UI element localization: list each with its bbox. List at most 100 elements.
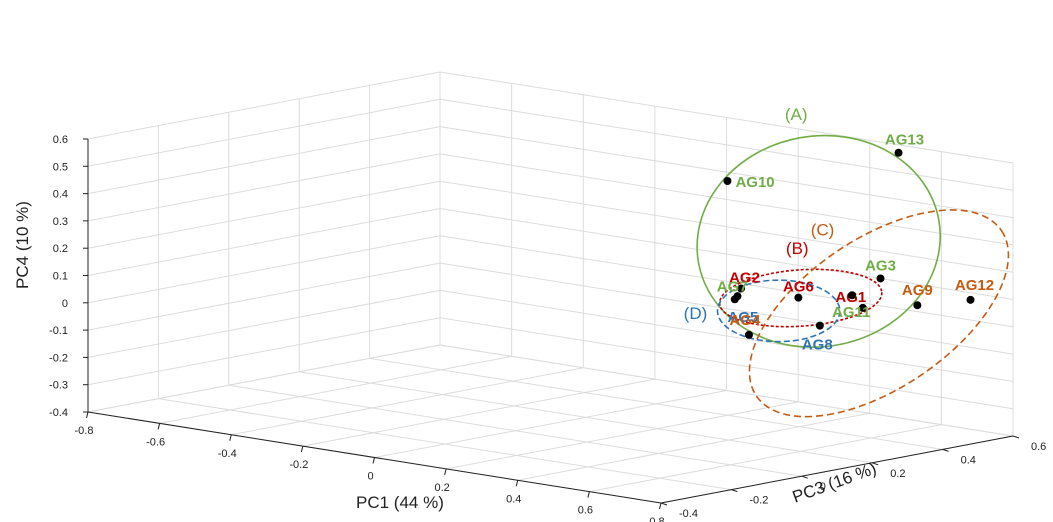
- z-tick-label: 0.2: [53, 243, 68, 255]
- z-tick-label: -0.2: [49, 352, 68, 364]
- grid-line: [439, 71, 1014, 164]
- y-tick-label: 0.6: [1031, 441, 1046, 453]
- grid-line: [87, 235, 441, 304]
- x-tick-mark: [515, 480, 519, 487]
- y-tick-mark: [1012, 435, 1020, 439]
- grid-line: [159, 355, 512, 424]
- grid-line: [439, 317, 1014, 410]
- x-tick-label: -0.2: [289, 459, 308, 471]
- point-label: AG6: [783, 279, 814, 296]
- z-tick-label: 0: [62, 298, 68, 310]
- y-axis-line: [660, 435, 1014, 504]
- y-tick-label: 0: [820, 481, 826, 493]
- grid-lines: [87, 71, 1014, 504]
- grid-line: [369, 357, 943, 450]
- x-tick-label: 0: [367, 471, 373, 483]
- cluster-ellipse: [696, 134, 942, 348]
- z-tick-label: -0.3: [49, 380, 68, 392]
- grid-line: [302, 378, 655, 447]
- data-point: [848, 291, 857, 300]
- data-point: [913, 301, 922, 310]
- grid-line: [439, 344, 1014, 437]
- grid-line: [87, 344, 441, 413]
- y-tick-label: -0.4: [679, 508, 698, 520]
- point-label: AG10: [735, 174, 774, 191]
- grid-line: [589, 424, 942, 493]
- grid-line: [446, 401, 799, 470]
- grid-line: [439, 153, 1014, 246]
- grid-line: [299, 371, 873, 464]
- grid-line: [87, 317, 441, 386]
- y-tick-mark: [942, 448, 949, 452]
- data-point: [744, 330, 753, 339]
- y-tick-label: 0.2: [890, 468, 905, 480]
- z-tick-label: 0.1: [53, 271, 68, 283]
- grid-line: [517, 412, 870, 481]
- x-tick-mark: [659, 502, 662, 510]
- tick-labels: -0.8 -0.6 -0.4 -0.2 0 0.2 0.4 0.6 0.8 -0.4 -0.2 0 0.…: [49, 134, 1046, 522]
- z-tick-label: 0.6: [53, 134, 68, 146]
- grid-line: [439, 262, 1014, 355]
- data-point: [794, 293, 803, 302]
- grid-line: [87, 208, 441, 276]
- x-tick-label: 0.8: [649, 516, 664, 522]
- grid-line: [87, 180, 441, 249]
- grid-line: [87, 126, 441, 195]
- x-tick-label: -0.8: [75, 425, 94, 437]
- z-tick-label: -0.1: [49, 325, 68, 337]
- x-tick-mark: [157, 423, 161, 430]
- point-label: AG13: [885, 132, 924, 149]
- x-tick-mark: [372, 457, 375, 464]
- group-label: (C): [811, 221, 835, 240]
- data-point: [730, 295, 739, 304]
- data-points: AG1AG2AG6AG5AG8AG3AG11AG7AG10AG13AG9AG12…: [717, 132, 994, 354]
- grid-line: [439, 180, 1014, 273]
- x-tick-label: -0.6: [146, 436, 165, 448]
- point-label: AG2: [729, 270, 760, 287]
- grid-line: [87, 289, 441, 358]
- group-label: (D): [684, 304, 708, 323]
- x-tick-mark: [587, 491, 590, 498]
- y-tick-mark: [801, 475, 808, 479]
- point-label: AG4: [730, 312, 762, 329]
- y-tick-label: 0.4: [961, 454, 976, 466]
- data-point: [858, 303, 867, 312]
- grid-line: [231, 367, 584, 436]
- group-label: (B): [786, 239, 809, 258]
- z-tick-label: 0.5: [53, 161, 68, 173]
- grid-line: [87, 98, 441, 167]
- grid-line: [439, 126, 1014, 219]
- data-point: [876, 274, 885, 283]
- x-tick-label: -0.4: [218, 448, 237, 460]
- cluster-ellipses: (A) (B)(C) (D): [684, 105, 1010, 418]
- cluster-ellipse: [748, 209, 1010, 418]
- grid-line: [87, 153, 441, 222]
- point-label: AG7: [717, 278, 748, 295]
- x-tick-label: 0.6: [578, 505, 593, 517]
- x-tick-mark: [444, 468, 447, 475]
- x-axis-label: PC1 (44 %): [356, 493, 444, 512]
- z-axis-label: PC4 (10 %): [13, 201, 32, 289]
- grid-line: [374, 390, 727, 458]
- grid-line: [228, 384, 802, 477]
- x-tick-label: 0.2: [434, 482, 449, 494]
- x-tick-mark: [86, 411, 89, 419]
- grid-line: [87, 262, 441, 331]
- grid-line: [439, 289, 1014, 382]
- z-tick-label: 0.3: [53, 216, 68, 228]
- y-axis-label: PC3 (16 %): [790, 459, 879, 507]
- point-label: AG9: [902, 282, 933, 299]
- x-tick-mark: [229, 434, 232, 441]
- data-point: [723, 177, 732, 185]
- grid-line: [439, 208, 1014, 300]
- z-tick-label: -0.4: [49, 407, 68, 419]
- data-point: [737, 284, 746, 293]
- z-tick-label: 0.4: [53, 189, 68, 201]
- y-tick-mark: [872, 462, 879, 466]
- point-label: AG3: [865, 257, 896, 274]
- grid-line: [87, 71, 441, 140]
- group-label: (A): [785, 105, 808, 124]
- data-point: [815, 321, 824, 330]
- x-tick-mark: [300, 446, 304, 453]
